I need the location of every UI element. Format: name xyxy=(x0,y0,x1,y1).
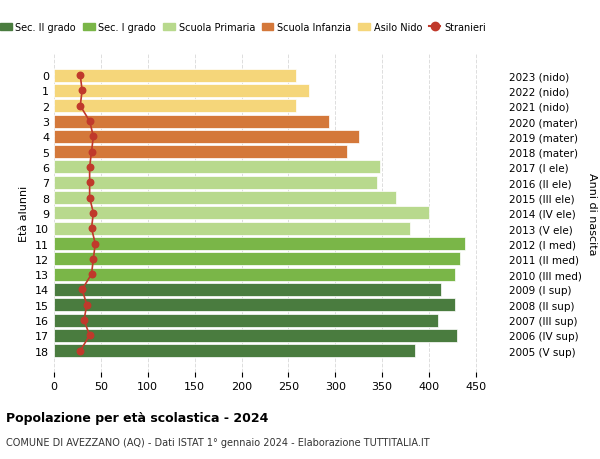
Y-axis label: Anni di nascita: Anni di nascita xyxy=(587,172,597,255)
Bar xyxy=(54,69,296,83)
Point xyxy=(85,118,94,125)
Point xyxy=(82,302,92,309)
Point xyxy=(89,210,98,217)
Point xyxy=(85,195,94,202)
Point xyxy=(85,332,94,339)
Bar xyxy=(54,237,464,251)
Point xyxy=(76,103,85,110)
Bar xyxy=(54,329,457,342)
Bar xyxy=(54,222,410,235)
Bar xyxy=(54,161,380,174)
Point xyxy=(89,256,98,263)
Y-axis label: Età alunni: Età alunni xyxy=(19,185,29,241)
Point xyxy=(89,134,98,141)
Text: COMUNE DI AVEZZANO (AQ) - Dati ISTAT 1° gennaio 2024 - Elaborazione TUTTITALIA.I: COMUNE DI AVEZZANO (AQ) - Dati ISTAT 1° … xyxy=(6,437,430,447)
Bar xyxy=(54,283,441,297)
Bar xyxy=(54,253,460,266)
Bar xyxy=(54,85,309,98)
Bar xyxy=(54,100,296,113)
Point xyxy=(77,88,87,95)
Bar xyxy=(54,314,439,327)
Bar xyxy=(54,192,396,205)
Point xyxy=(79,317,89,324)
Bar xyxy=(54,115,329,128)
Point xyxy=(85,164,94,171)
Bar xyxy=(54,130,359,144)
Legend: Sec. II grado, Sec. I grado, Scuola Primaria, Scuola Infanzia, Asilo Nido, Stran: Sec. II grado, Sec. I grado, Scuola Prim… xyxy=(0,19,490,37)
Point xyxy=(86,149,96,156)
Bar xyxy=(54,299,455,312)
Bar xyxy=(54,176,377,190)
Point xyxy=(86,225,96,232)
Point xyxy=(76,73,85,80)
Bar xyxy=(54,207,429,220)
Bar xyxy=(54,146,347,159)
Point xyxy=(86,271,96,278)
Bar xyxy=(54,344,415,358)
Point xyxy=(76,347,85,354)
Point xyxy=(85,179,94,186)
Text: Popolazione per età scolastica - 2024: Popolazione per età scolastica - 2024 xyxy=(6,411,268,424)
Point xyxy=(91,241,100,248)
Bar xyxy=(54,268,455,281)
Point xyxy=(77,286,87,293)
